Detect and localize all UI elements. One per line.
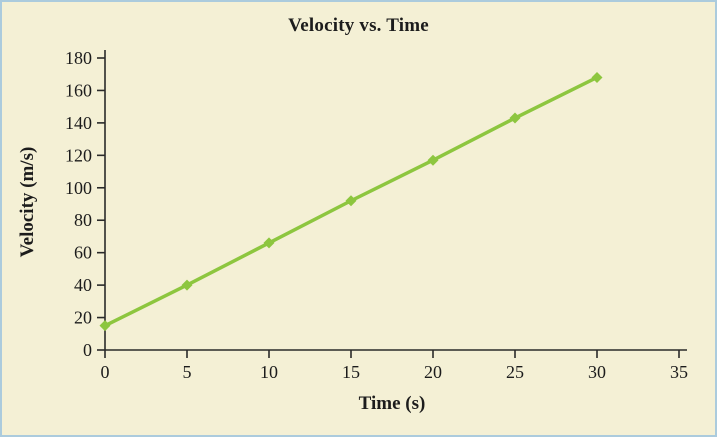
- x-tick-label: 15: [342, 362, 360, 382]
- y-tick-label: 80: [74, 210, 92, 230]
- data-point-marker: [263, 237, 275, 249]
- x-tick-label: 5: [183, 362, 192, 382]
- y-tick-label: 20: [74, 308, 92, 328]
- data-point-marker: [591, 71, 603, 83]
- data-point-marker: [345, 195, 357, 207]
- data-point-marker: [509, 112, 521, 124]
- y-tick-label: 180: [65, 48, 92, 68]
- y-tick-label: 140: [65, 113, 92, 133]
- y-tick-label: 120: [65, 145, 92, 165]
- x-tick-label: 20: [424, 362, 442, 382]
- data-point-marker: [99, 320, 111, 332]
- y-tick-label: 100: [65, 178, 92, 198]
- x-tick-label: 0: [101, 362, 110, 382]
- y-tick-label: 0: [83, 340, 92, 360]
- x-tick-label: 35: [670, 362, 688, 382]
- y-tick-label: 40: [74, 275, 92, 295]
- x-axis-label: Time (s): [358, 393, 426, 414]
- y-tick-label: 160: [65, 80, 92, 100]
- x-tick-label: 10: [260, 362, 278, 382]
- data-point-marker: [181, 279, 193, 291]
- data-point-marker: [427, 154, 439, 166]
- x-tick-label: 30: [588, 362, 606, 382]
- x-tick-label: 25: [506, 362, 524, 382]
- chart-title: Velocity vs. Time: [288, 15, 429, 36]
- y-tick-label: 60: [74, 243, 92, 263]
